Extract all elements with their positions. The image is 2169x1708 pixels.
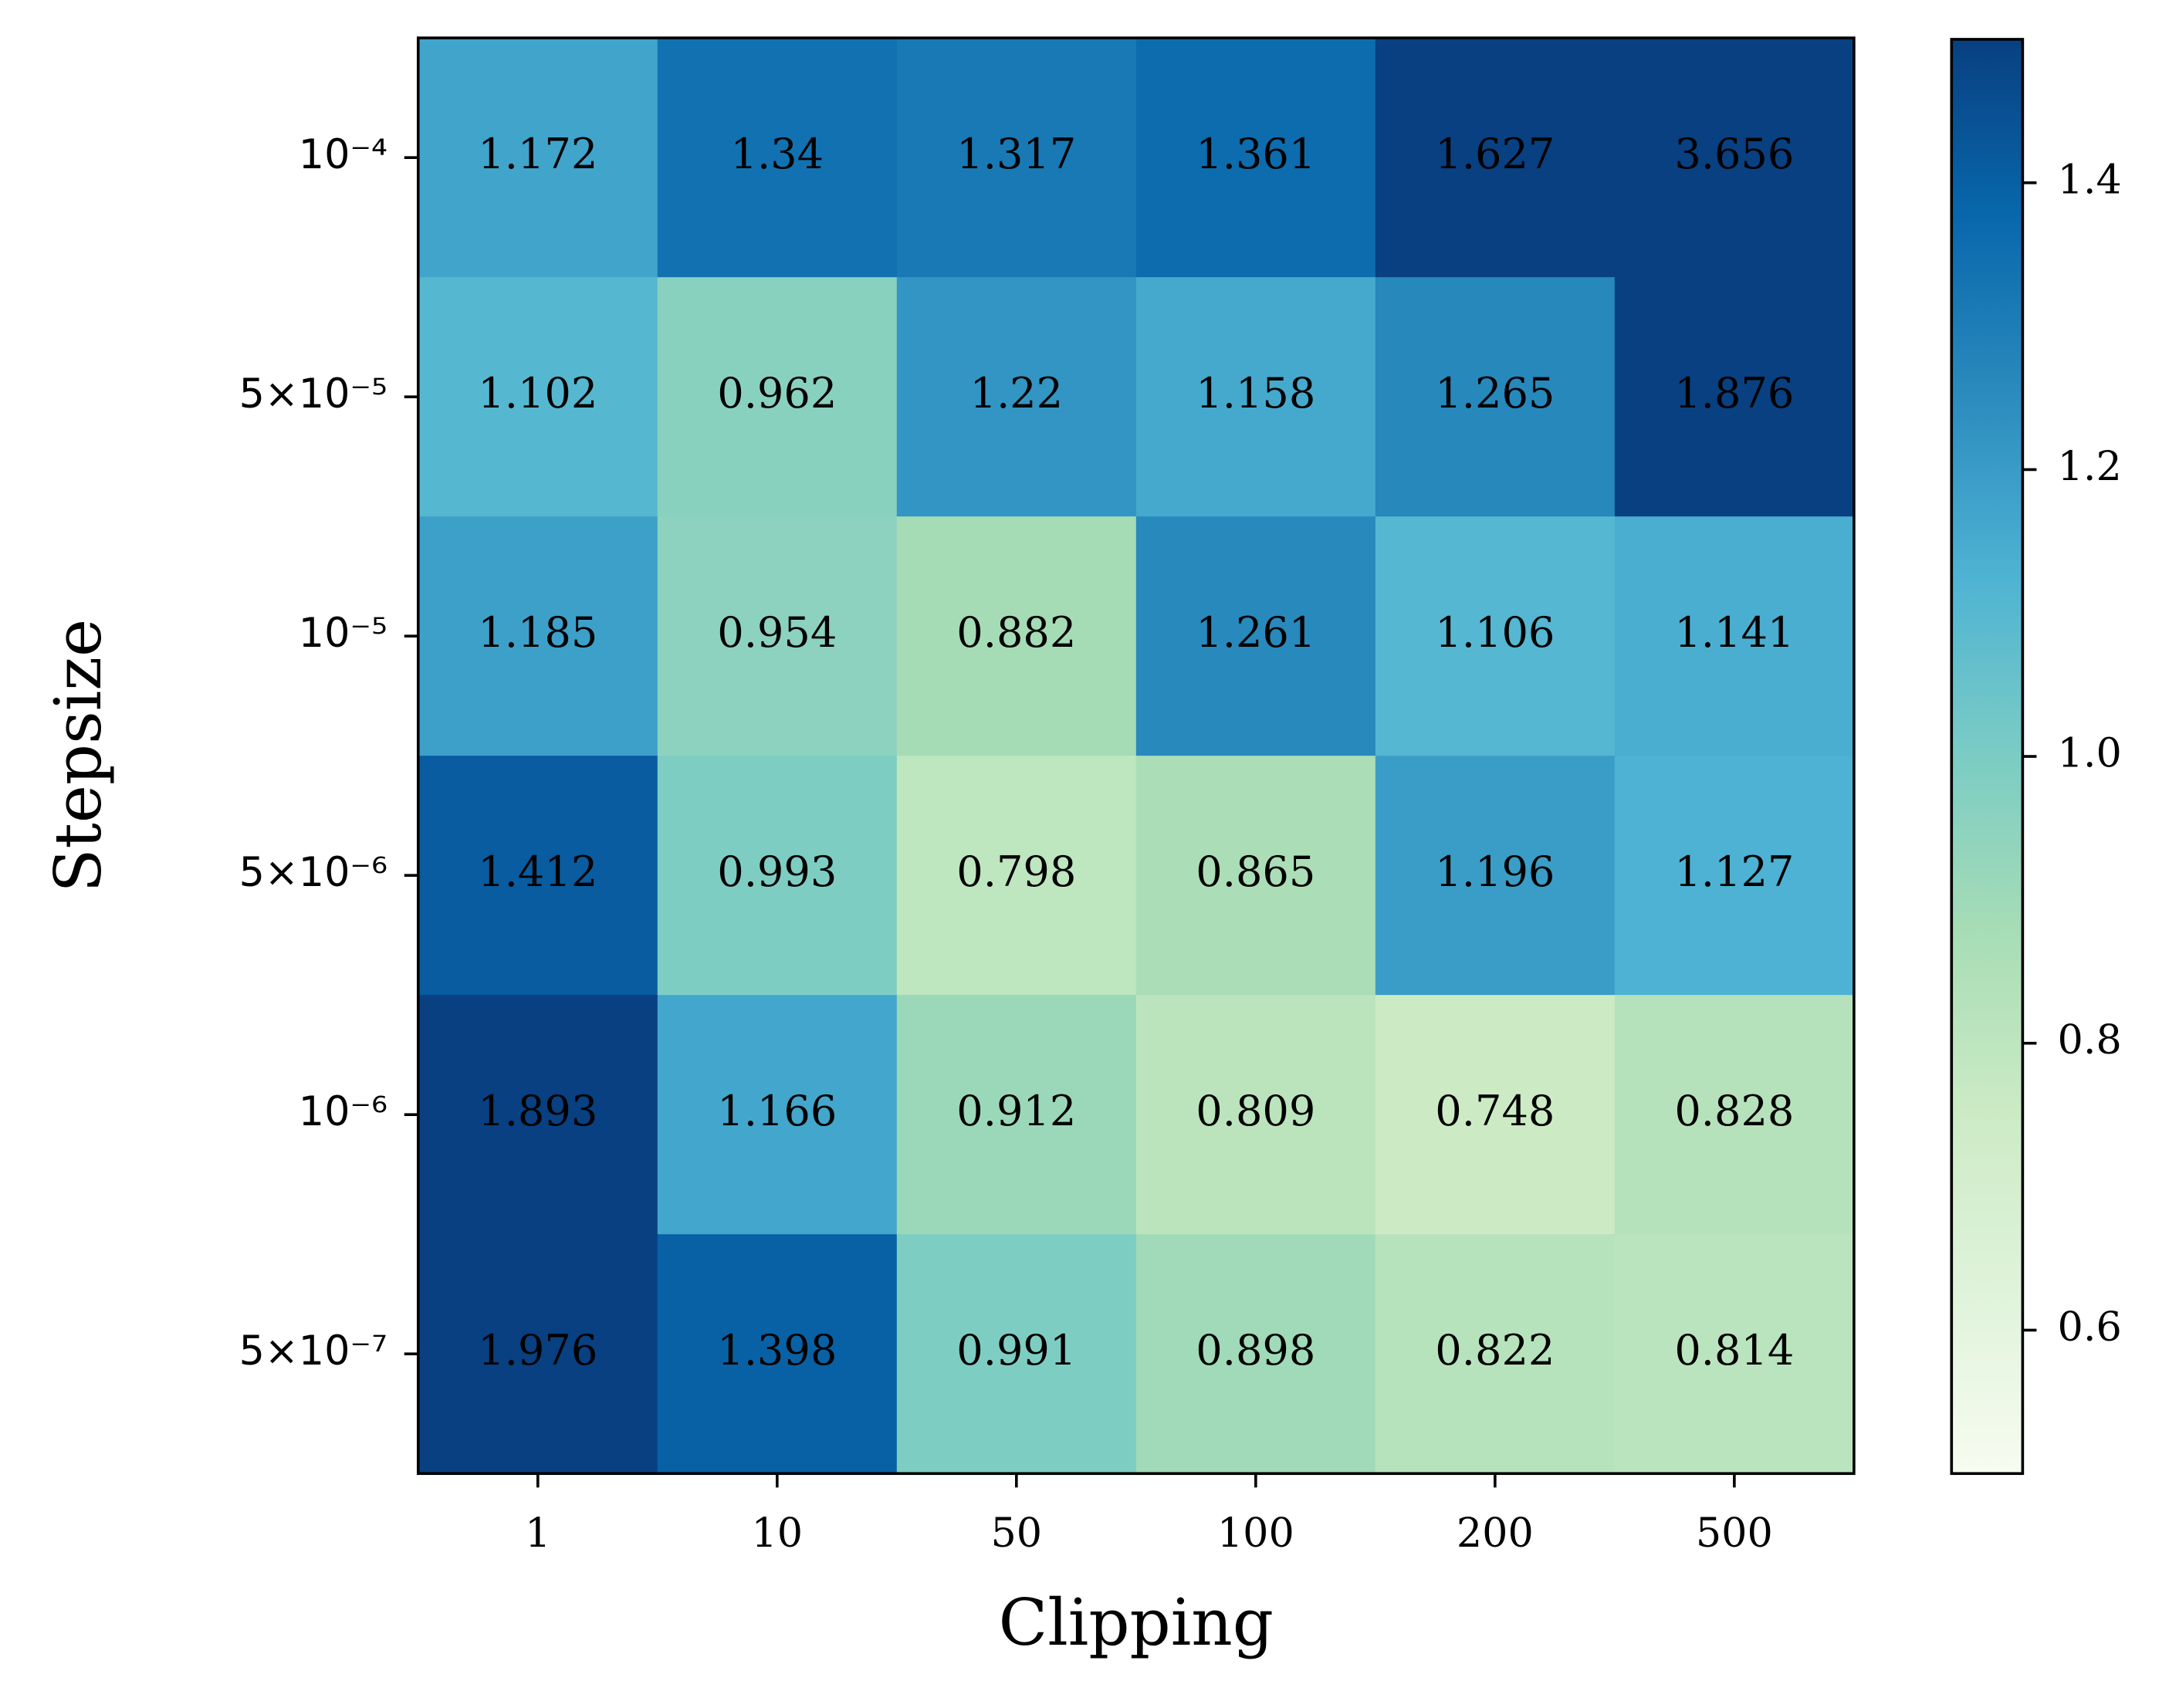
- heatmap-cell: [1135, 277, 1376, 518]
- value-label: 0.822: [1435, 1326, 1555, 1375]
- heatmap-cell: [657, 995, 898, 1236]
- value-label: 1.412: [478, 847, 597, 896]
- heatmap-cell: [896, 277, 1137, 518]
- value-label: 1.141: [1674, 608, 1794, 657]
- heatmap-cell: [1614, 1234, 1855, 1475]
- value-label: 0.828: [1674, 1087, 1794, 1135]
- heatmap-cell: [1614, 995, 1855, 1236]
- y-tick-label: 10⁻⁵: [299, 610, 387, 657]
- value-label: 0.991: [956, 1326, 1076, 1375]
- heatmap-cell: [1135, 756, 1376, 996]
- heatmap-cell: [1135, 38, 1376, 279]
- x-tick-label: 500: [1696, 1510, 1773, 1557]
- value-label: 0.865: [1196, 847, 1315, 896]
- heatmap-cell: [657, 516, 898, 757]
- value-label: 1.196: [1435, 847, 1555, 896]
- heatmap-cell: [1614, 277, 1855, 518]
- heatmap-cell: [1375, 516, 1616, 757]
- y-tick-label: 10⁻⁴: [299, 131, 387, 178]
- heatmap-cell: [418, 756, 658, 996]
- heatmap-cell: [1135, 1234, 1376, 1475]
- heatmap-cell: [896, 38, 1137, 279]
- heatmap-cell: [418, 516, 658, 757]
- value-label: 1.127: [1674, 847, 1794, 896]
- heatmap-cell: [1375, 1234, 1616, 1475]
- colorbar-tick-label: 1.4: [2058, 156, 2122, 203]
- value-label: 1.158: [1196, 369, 1315, 418]
- value-label: 0.748: [1435, 1087, 1555, 1135]
- value-label: 3.656: [1674, 130, 1794, 178]
- heatmap-cell: [1135, 995, 1376, 1236]
- heatmap-cell: [896, 756, 1137, 996]
- colorbar-tick-label: 0.8: [2058, 1016, 2122, 1064]
- value-label: 1.976: [478, 1326, 597, 1375]
- value-label: 0.809: [1196, 1087, 1315, 1135]
- value-label: 0.798: [956, 847, 1076, 896]
- colorbar-tick-label: 1.2: [2058, 443, 2122, 490]
- value-label: 1.102: [478, 369, 597, 418]
- heatmap-cell: [657, 277, 898, 518]
- value-label: 0.882: [956, 608, 1076, 657]
- value-label: 1.265: [1435, 369, 1555, 418]
- heatmap-cell: [657, 38, 898, 279]
- heatmap-cell: [1135, 516, 1376, 757]
- value-label: 0.954: [717, 608, 837, 657]
- value-label: 1.185: [478, 608, 597, 657]
- y-tick-label: 10⁻⁶: [299, 1088, 387, 1135]
- value-label: 1.22: [970, 369, 1064, 418]
- heatmap-cell: [896, 995, 1137, 1236]
- value-label: 1.876: [1674, 369, 1794, 418]
- heatmap-cell: [418, 277, 658, 518]
- heatmap-cell: [418, 38, 658, 279]
- y-tick-label: 5×10⁻⁶: [239, 849, 387, 896]
- y-axis-label: Stepsize: [41, 619, 116, 893]
- x-tick-label: 1: [525, 1510, 550, 1557]
- value-label: 1.627: [1435, 130, 1555, 178]
- x-tick-label: 100: [1217, 1510, 1294, 1557]
- heatmap-cell: [1375, 277, 1616, 518]
- x-axis-label: Clipping: [999, 1585, 1274, 1660]
- value-label: 0.898: [1196, 1326, 1315, 1375]
- colorbar-tick-label: 1.0: [2058, 730, 2122, 777]
- heatmap-cell: [1375, 38, 1616, 279]
- value-label: 0.814: [1674, 1326, 1794, 1375]
- heatmap-cell: [1375, 756, 1616, 996]
- x-tick-label: 50: [990, 1510, 1042, 1557]
- value-label: 0.912: [956, 1087, 1076, 1135]
- colorbar: [1950, 38, 2025, 1476]
- value-label: 1.172: [478, 130, 597, 178]
- heatmap-cell: [657, 1234, 898, 1475]
- colorbar-tick-label: 0.6: [2058, 1304, 2122, 1351]
- x-tick-label: 200: [1457, 1510, 1534, 1557]
- plot-frame: [416, 36, 1856, 1476]
- heatmap-cell: [418, 1234, 658, 1475]
- heatmap-cell: [1614, 756, 1855, 996]
- heatmap-cell: [1375, 995, 1616, 1236]
- value-label: 1.893: [478, 1087, 597, 1135]
- value-label: 1.34: [730, 130, 824, 178]
- value-label: 0.993: [717, 847, 837, 896]
- value-label: 1.317: [956, 130, 1076, 178]
- value-label: 1.166: [717, 1087, 837, 1135]
- value-label: 1.261: [1196, 608, 1315, 657]
- value-label: 0.962: [717, 369, 837, 418]
- heatmap-cell: [418, 995, 658, 1236]
- y-tick-label: 5×10⁻⁵: [239, 370, 387, 418]
- x-tick-label: 10: [751, 1510, 803, 1557]
- heatmap-cell: [1614, 516, 1855, 757]
- heatmap-cell: [1614, 38, 1855, 279]
- heatmap-cell: [657, 756, 898, 996]
- value-label: 1.398: [717, 1326, 837, 1375]
- heatmap-cell: [896, 1234, 1137, 1475]
- value-label: 1.106: [1435, 608, 1555, 657]
- value-label: 1.361: [1196, 130, 1315, 178]
- heatmap-cell: [896, 516, 1137, 757]
- y-tick-label: 5×10⁻⁷: [239, 1328, 387, 1375]
